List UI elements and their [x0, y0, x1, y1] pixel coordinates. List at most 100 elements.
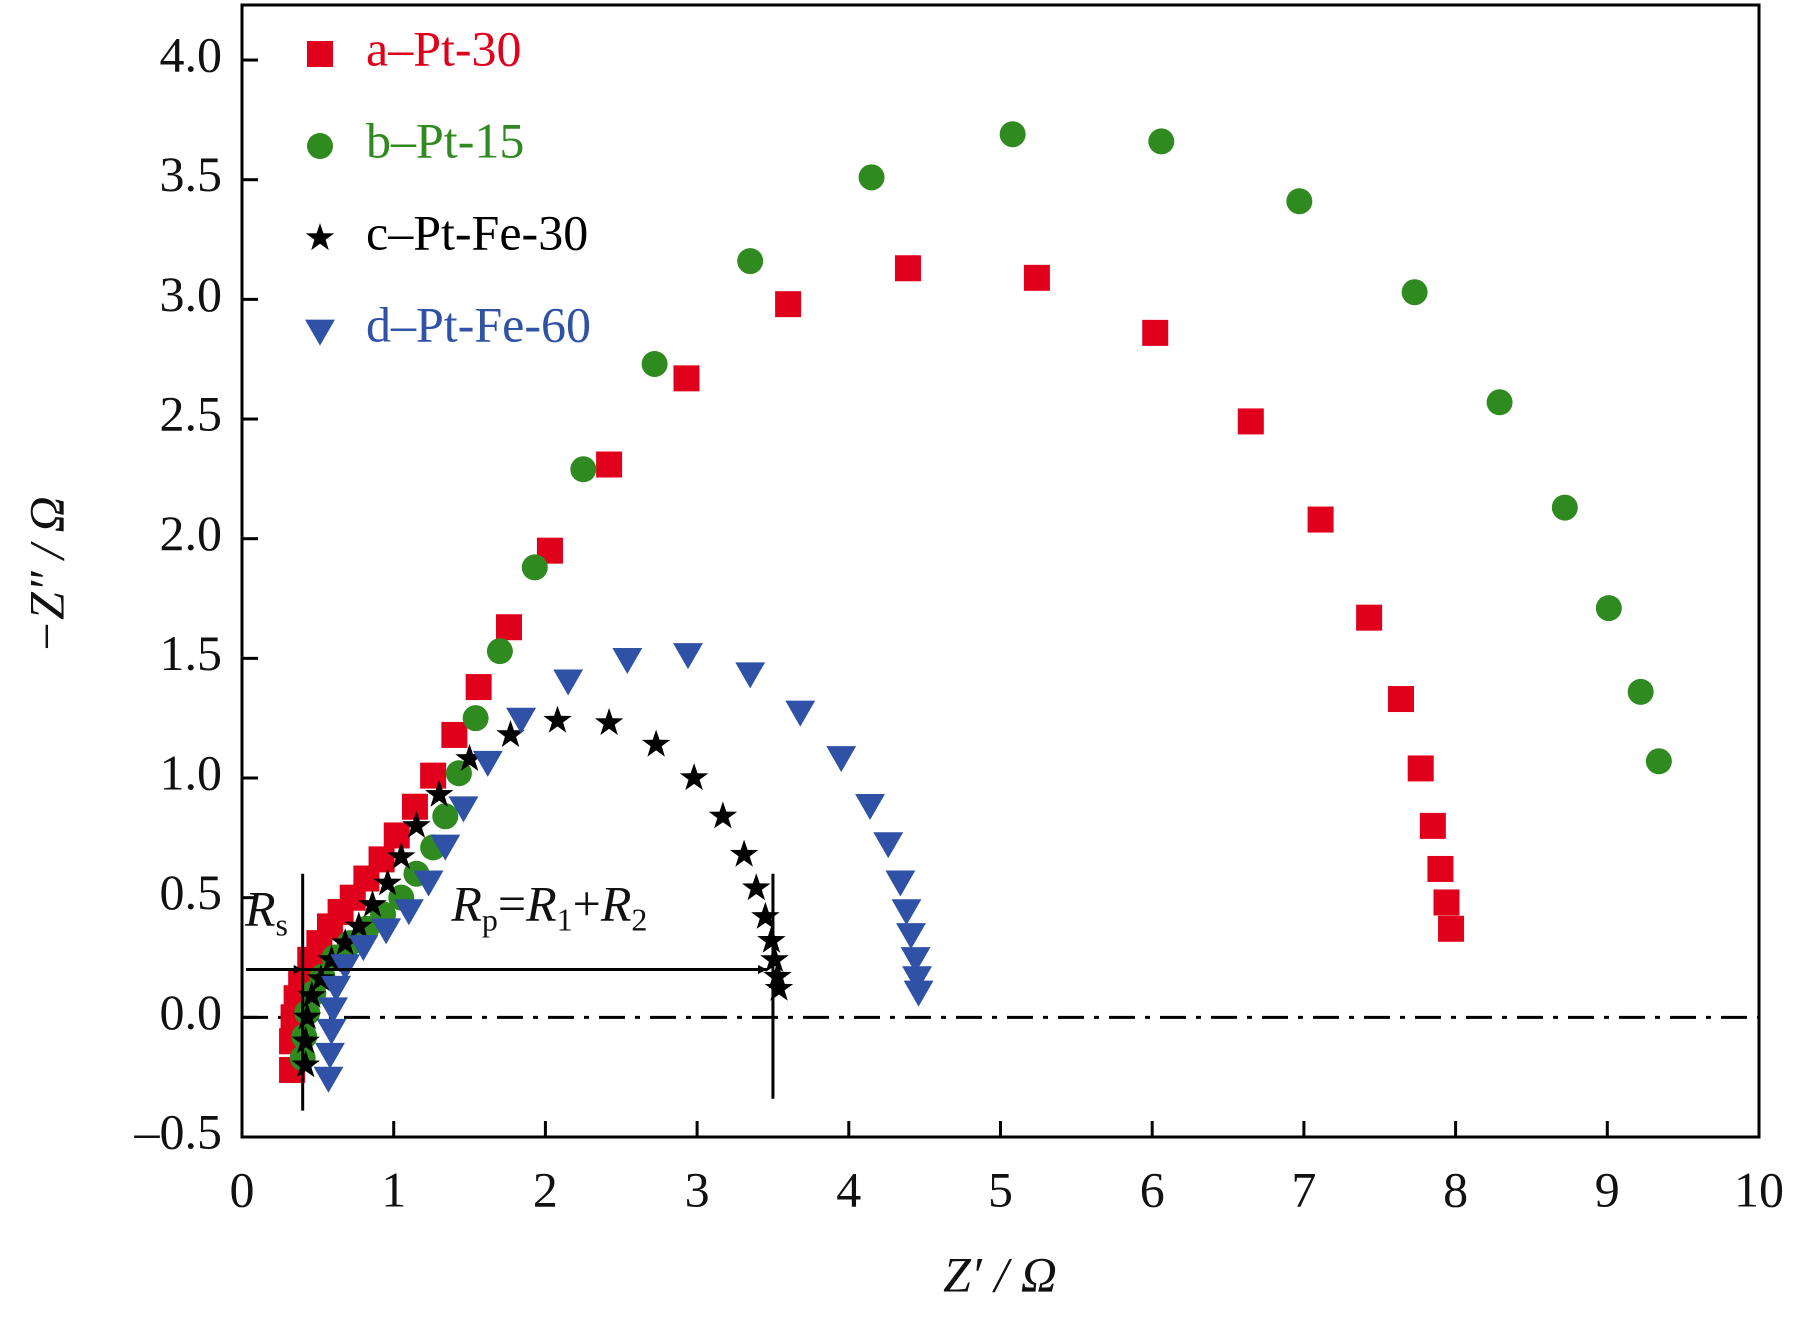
point — [596, 451, 623, 478]
point — [855, 793, 885, 820]
annotation-part: 2 — [631, 902, 647, 938]
y-tick-label: 3.5 — [160, 146, 223, 202]
y-tick-label: 0.0 — [160, 984, 223, 1040]
point — [999, 121, 1026, 148]
series — [279, 255, 1465, 1083]
point — [1419, 812, 1446, 839]
series — [289, 121, 1672, 1072]
point — [383, 822, 410, 849]
annotation: Rp=R1+R2 — [450, 876, 647, 938]
point — [641, 350, 668, 377]
point — [420, 762, 447, 789]
annotation-part: p — [482, 902, 498, 938]
point — [521, 554, 548, 581]
point — [903, 980, 934, 1007]
point — [465, 674, 492, 701]
y-tick-label: 2.0 — [160, 505, 223, 561]
y-tick-label: 0.5 — [160, 864, 223, 920]
point — [387, 842, 416, 870]
point — [1237, 408, 1264, 435]
point — [1486, 389, 1513, 416]
point — [1427, 855, 1454, 882]
point — [785, 700, 816, 727]
point — [612, 647, 643, 674]
legend-marker — [307, 133, 333, 159]
point — [1438, 915, 1465, 942]
point — [735, 662, 766, 689]
point — [1407, 755, 1434, 782]
point — [858, 164, 885, 191]
point — [673, 365, 700, 392]
point — [742, 873, 771, 901]
point — [306, 964, 336, 992]
annotation-part: s — [276, 907, 288, 943]
point — [316, 1018, 347, 1045]
x-tick-label: 4 — [836, 1161, 861, 1217]
point — [902, 966, 933, 993]
point — [679, 763, 709, 791]
legend-marker — [305, 319, 335, 346]
point — [1356, 604, 1383, 631]
x-tick-label: 1 — [381, 1161, 406, 1217]
point — [441, 721, 468, 748]
point — [462, 705, 489, 732]
point — [896, 923, 926, 950]
legend-marker — [305, 223, 335, 251]
y-axis-label: −Z″ / Ω — [18, 496, 74, 653]
point — [496, 720, 525, 747]
point — [826, 746, 857, 773]
annotation-part: R — [450, 876, 482, 932]
point — [1627, 678, 1654, 705]
point — [318, 997, 348, 1024]
point — [317, 945, 346, 972]
point — [764, 973, 794, 1001]
plot-frame — [240, 3, 1761, 1139]
point — [425, 779, 454, 807]
x-tick-label: 3 — [685, 1161, 710, 1217]
legend-label: d–Pt-Fe-60 — [366, 296, 591, 352]
point — [495, 614, 522, 641]
point — [1387, 686, 1414, 713]
x-tick-label: 7 — [1291, 1161, 1316, 1217]
point — [1142, 319, 1169, 346]
point — [775, 291, 802, 318]
x-tick-label: 10 — [1734, 1161, 1784, 1217]
point — [1307, 506, 1334, 533]
point — [570, 456, 597, 483]
point — [641, 729, 671, 757]
x-tick-label: 0 — [230, 1161, 255, 1217]
point — [1023, 264, 1050, 291]
point — [401, 793, 428, 820]
point — [1286, 188, 1313, 215]
point — [885, 870, 916, 897]
point — [900, 947, 931, 974]
x-axis-label: Z′ / Ω — [943, 1246, 1057, 1302]
point — [763, 961, 792, 989]
point — [1401, 279, 1428, 306]
point — [1595, 595, 1622, 622]
y-tick-label: 1.0 — [160, 744, 223, 800]
point — [448, 796, 479, 823]
point — [315, 1042, 345, 1069]
point — [543, 705, 572, 733]
point — [371, 918, 402, 945]
point — [553, 669, 584, 696]
point — [313, 1066, 344, 1093]
point — [291, 1026, 320, 1054]
point — [873, 832, 904, 859]
point — [373, 868, 402, 896]
point — [594, 708, 624, 736]
point — [1645, 748, 1672, 775]
annotation: Rs — [244, 881, 288, 943]
point — [472, 750, 503, 777]
y-tick-label: 4.0 — [160, 27, 223, 83]
point — [891, 899, 922, 926]
legend-label: c–Pt-Fe-30 — [366, 204, 588, 260]
point — [348, 935, 379, 962]
point — [737, 248, 764, 275]
legend-label: b–Pt-15 — [366, 112, 524, 168]
point — [455, 743, 484, 771]
point — [402, 810, 431, 838]
